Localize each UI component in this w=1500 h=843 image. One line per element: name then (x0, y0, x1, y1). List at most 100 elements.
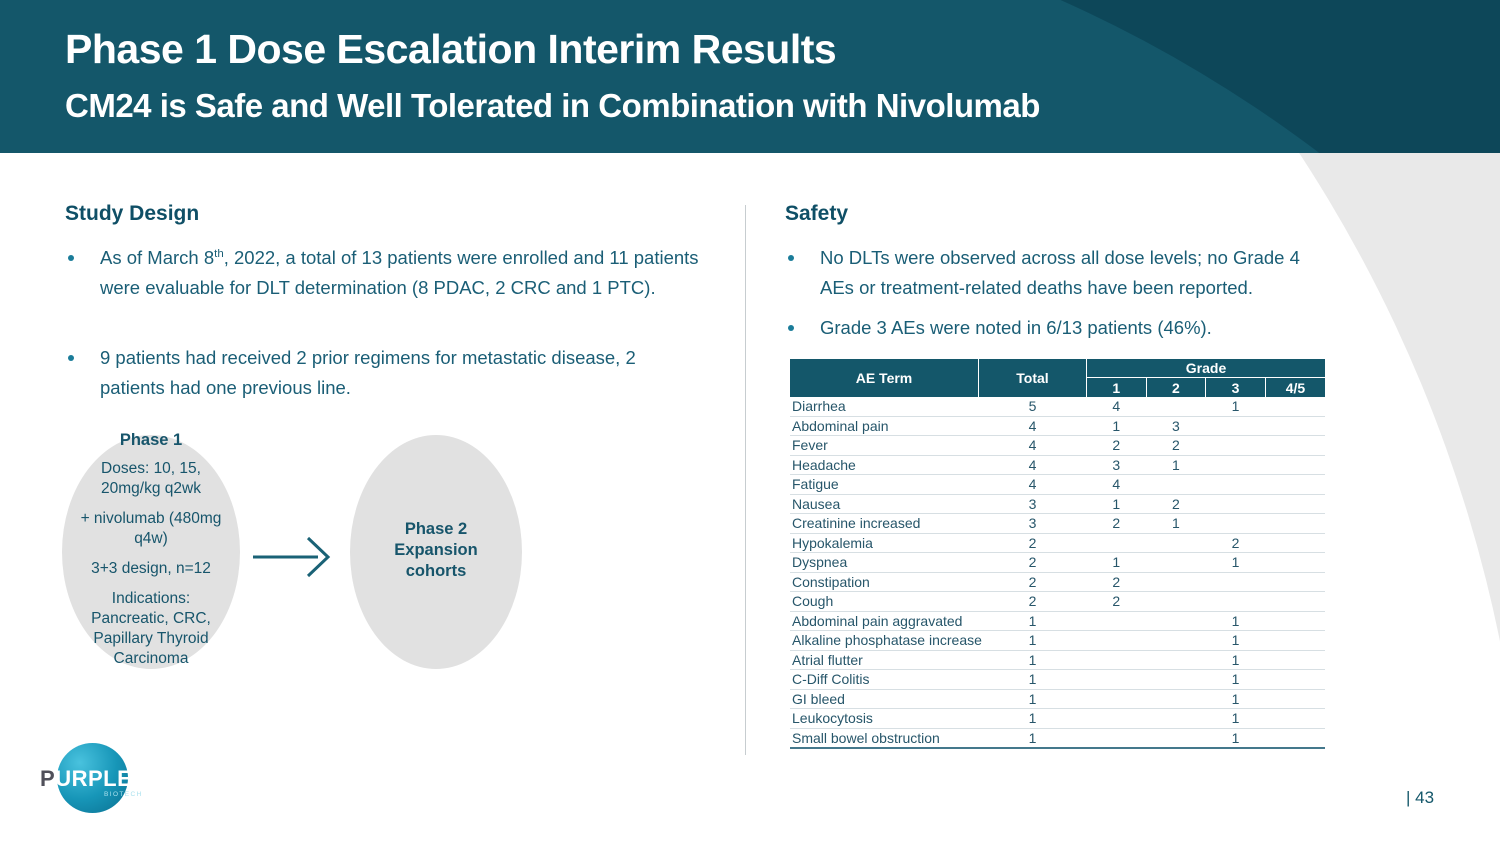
ae-count-cell: 2 (1146, 494, 1206, 514)
ae-count-cell (1086, 669, 1147, 690)
ae-count-cell (1265, 494, 1325, 514)
ae-count-cell (1265, 728, 1325, 749)
logo-subtext: BIOTECH (104, 791, 143, 798)
ae-count-cell (1086, 689, 1147, 709)
phase1-ellipse: Phase 1 Doses: 10, 15, 20mg/kg q2wk + ni… (62, 431, 240, 669)
table-row: Nausea 3 1 2 (790, 494, 1325, 514)
ae-count-cell: 2 (978, 572, 1087, 592)
ae-count-cell (1265, 513, 1325, 534)
ae-count-cell (1086, 728, 1147, 749)
ae-count-cell (1086, 708, 1147, 729)
ae-count-cell (1265, 455, 1325, 475)
grade-column-header: Grade (1086, 359, 1325, 378)
ae-count-cell (1205, 455, 1266, 475)
ae-count-cell (1146, 572, 1206, 592)
ae-count-cell (1265, 416, 1325, 436)
table-row: Atrial flutter 1 1 (790, 650, 1325, 670)
bullet-icon (68, 355, 74, 361)
table-row: Headache 4 3 1 (790, 455, 1325, 475)
safety-bullet-1-text: No DLTs were observed across all dose le… (820, 247, 1300, 298)
ae-term-cell: C-Diff Colitis (790, 669, 979, 690)
ae-count-cell (1265, 669, 1325, 690)
table-row: Abdominal pain aggravated 1 1 (790, 611, 1325, 631)
ae-count-cell: 2 (1146, 435, 1206, 456)
ae-count-cell (1146, 689, 1206, 709)
ae-count-cell (1146, 533, 1206, 553)
ae-count-cell (1265, 572, 1325, 592)
ae-count-cell: 1 (1086, 552, 1147, 573)
ae-count-cell (1146, 650, 1206, 670)
table-row: Hypokalemia 2 2 (790, 533, 1325, 553)
ae-term-cell: Abdominal pain (790, 416, 979, 436)
ae-count-cell: 2 (978, 552, 1087, 573)
study-bullet-1: As of March 8th, 2022, a total of 13 pat… (65, 243, 700, 303)
ae-count-cell: 1 (978, 689, 1087, 709)
ae-count-cell (1265, 708, 1325, 729)
ae-count-cell: 1 (978, 630, 1087, 651)
ae-count-cell (1205, 416, 1266, 436)
ae-term-cell: Alkaline phosphatase increase (790, 630, 982, 651)
ae-term-cell: Fatigue (790, 474, 979, 495)
table-row: Fever 4 2 2 (790, 435, 1325, 456)
study-bullet-1-text: As of March 8th, 2022, a total of 13 pat… (100, 247, 699, 298)
ae-term-cell: Nausea (790, 494, 979, 514)
table-row: GI bleed 1 1 (790, 689, 1325, 709)
ae-count-cell (1205, 513, 1266, 534)
phase2-ellipse: Phase 2 Expansion cohorts (350, 435, 522, 669)
ae-count-cell (1146, 552, 1206, 573)
ae-term-column-header: AE Term (790, 359, 979, 397)
ae-count-cell (1205, 435, 1266, 456)
table-row: C-Diff Colitis 1 1 (790, 669, 1325, 690)
ae-table-body: Diarrhea 5 4 1 Abdominal pain 4 1 3 Fever 4 2 2 Head… (790, 397, 1325, 749)
ae-count-cell (1086, 650, 1147, 670)
ae-count-cell (1146, 708, 1206, 729)
ae-count-cell (1205, 591, 1266, 612)
ae-term-cell: Creatinine increased (790, 513, 979, 534)
ae-count-cell (1265, 611, 1325, 631)
header-banner: Phase 1 Dose Escalation Interim Results … (0, 0, 1500, 153)
ae-count-cell (1265, 650, 1325, 670)
ae-count-cell: 1 (1205, 708, 1266, 729)
table-row: Cough 2 2 (790, 591, 1325, 612)
ae-count-cell: 2 (1086, 513, 1147, 534)
ae-count-cell: 4 (978, 455, 1087, 475)
table-row: Small bowel obstruction 1 1 (790, 728, 1325, 749)
ae-count-cell (1265, 591, 1325, 612)
table-row: Alkaline phosphatase increase 1 1 (790, 630, 1325, 651)
phase1-title: Phase 1 (119, 430, 183, 449)
ae-count-cell (1265, 474, 1325, 495)
ae-count-cell: 1 (1205, 728, 1266, 749)
ae-term-cell: Small bowel obstruction (790, 728, 979, 749)
ae-term-cell: Atrial flutter (790, 650, 979, 670)
ae-count-cell: 4 (978, 474, 1087, 495)
ae-term-cell: Constipation (790, 572, 979, 592)
grade2-column-header: 2 (1145, 377, 1206, 397)
ae-count-cell: 1 (978, 728, 1087, 749)
ae-count-cell: 2 (1086, 591, 1147, 612)
safety-bullet-2: Grade 3 AEs were noted in 6/13 patients … (785, 313, 1333, 343)
ae-count-cell: 4 (978, 416, 1087, 436)
ae-term-cell: Diarrhea (790, 397, 979, 417)
ae-count-cell (1205, 474, 1266, 495)
phase2-title: Phase 2 Expansion cohorts (394, 519, 478, 580)
table-row: Fatigue 4 4 (790, 474, 1325, 495)
ae-term-cell: Hypokalemia (790, 533, 979, 553)
safety-bullet-1: No DLTs were observed across all dose le… (785, 243, 1333, 303)
ae-count-cell (1265, 397, 1325, 417)
safety-bullet-2-text: Grade 3 AEs were noted in 6/13 patients … (820, 317, 1212, 338)
ae-count-cell (1146, 611, 1206, 631)
ae-count-cell: 1 (1146, 455, 1206, 475)
ae-count-cell (1146, 669, 1206, 690)
purple-biotech-logo: PURPLE BIOTECH (40, 739, 143, 819)
study-design-heading: Study Design (65, 202, 200, 225)
ae-count-cell (1265, 533, 1325, 553)
ae-count-cell: 1 (1205, 650, 1266, 670)
table-row: Creatinine increased 3 2 1 (790, 513, 1325, 534)
phase1-line: + nivolumab (480mg q4w) (80, 509, 222, 547)
logo-circle-icon (57, 743, 128, 813)
grade3-column-header: 3 (1205, 377, 1266, 397)
table-row: Leukocytosis 1 1 (790, 708, 1325, 729)
ae-count-cell (1265, 689, 1325, 709)
ae-count-cell: 3 (978, 513, 1087, 534)
